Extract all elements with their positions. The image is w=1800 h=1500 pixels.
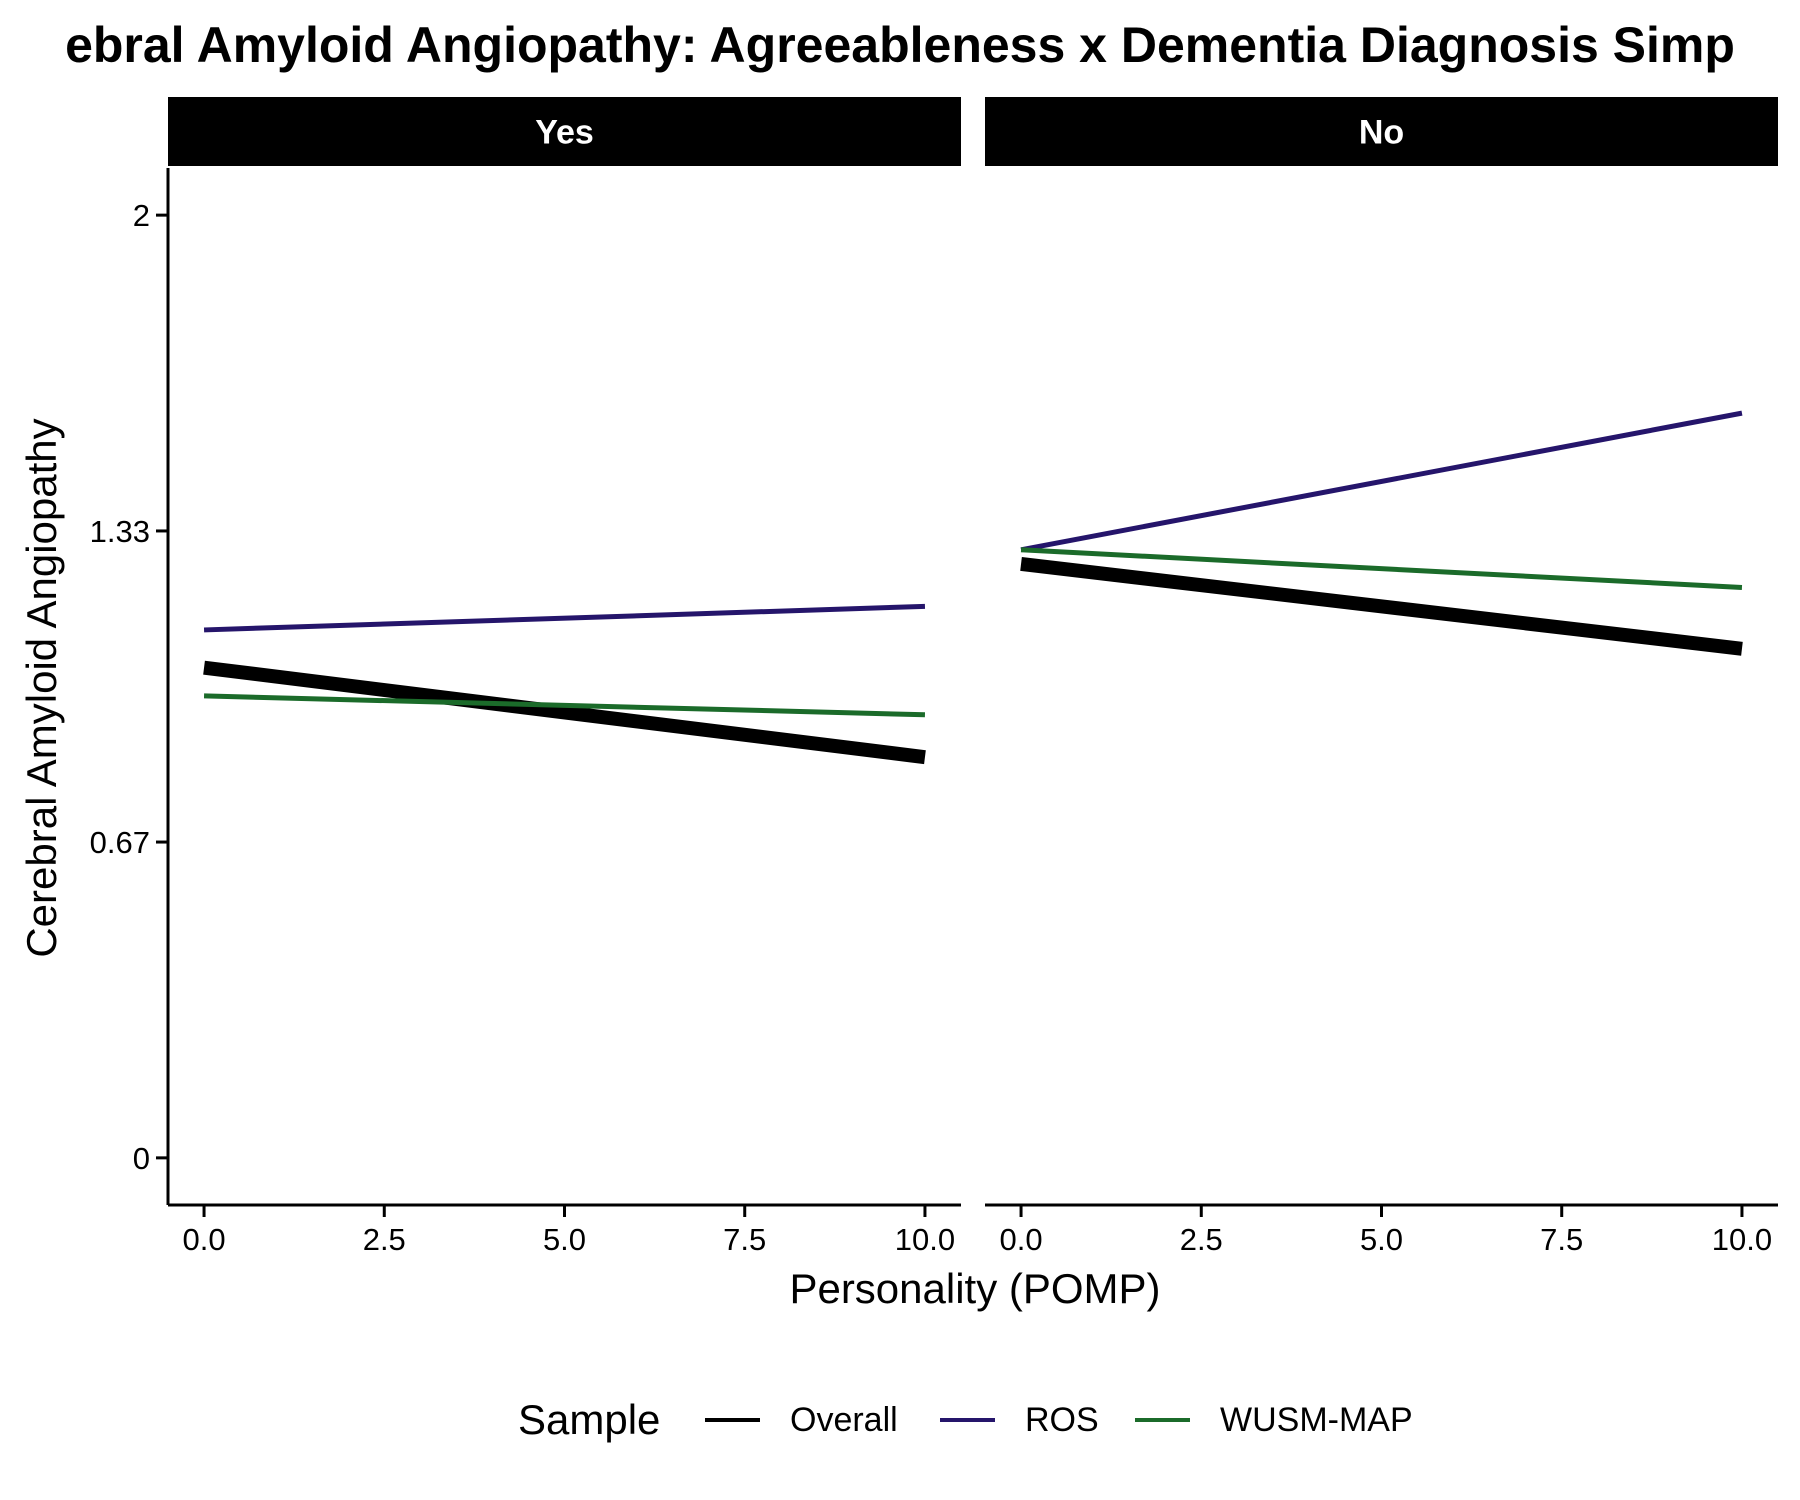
series-line-overall	[1020, 556, 1743, 656]
y-tick-label: 0	[133, 1141, 150, 1176]
facet-strip	[168, 97, 961, 166]
legend-title: Sample	[518, 1396, 660, 1443]
x-tick-label: 5.0	[543, 1222, 586, 1257]
series-line-ros	[203, 603, 926, 633]
x-tick-label: 0.0	[182, 1222, 225, 1257]
y-tick-label: 1.33	[90, 514, 150, 549]
y-tick-label: 0.67	[90, 825, 150, 860]
legend-label-wusm-map: WUSM-MAP	[1220, 1401, 1413, 1439]
chart-title: ebral Amyloid Angiopathy: Agreeableness …	[65, 17, 1735, 73]
x-tick-label: 10.0	[1712, 1222, 1772, 1257]
facet-strip-label: Yes	[535, 114, 594, 152]
y-axis-label: Cerebral Amyloid Angiopathy	[18, 418, 65, 957]
series-line-wusm-map	[1020, 547, 1743, 591]
x-tick-label: 0.0	[999, 1222, 1042, 1257]
facet-strip-label: No	[1359, 114, 1404, 152]
legend-label-ros: ROS	[1025, 1401, 1099, 1439]
x-axis-label: Personality (POMP)	[789, 1265, 1160, 1312]
facet-panel-yes: Yes 0.0 2.5 5.0 7.5 10.0 0 0.67 1.33 2	[90, 97, 961, 1257]
x-tick-label: 2.5	[1180, 1222, 1223, 1257]
facet-panels: Yes 0.0 2.5 5.0 7.5 10.0 0 0.67 1.33 2 No 0.0 2.5 5.0…	[90, 97, 1778, 1257]
x-tick-label: 5.0	[1360, 1222, 1403, 1257]
x-tick-label: 7.5	[723, 1222, 766, 1257]
x-tick-label: 2.5	[363, 1222, 406, 1257]
facet-panel-no: No 0.0 2.5 5.0 7.5 10.0	[985, 97, 1778, 1257]
series-line-wusm-map	[203, 693, 926, 718]
series-line-ros	[1020, 410, 1743, 553]
x-tick-label: 7.5	[1540, 1222, 1583, 1257]
x-tick-label: 10.0	[895, 1222, 955, 1257]
y-tick-label: 2	[133, 198, 150, 233]
legend-label-overall: Overall	[790, 1401, 898, 1439]
facet-strip	[985, 97, 1778, 166]
series-line-overall	[203, 660, 926, 765]
legend: Sample Overall ROS WUSM-MAP	[518, 1396, 1413, 1443]
